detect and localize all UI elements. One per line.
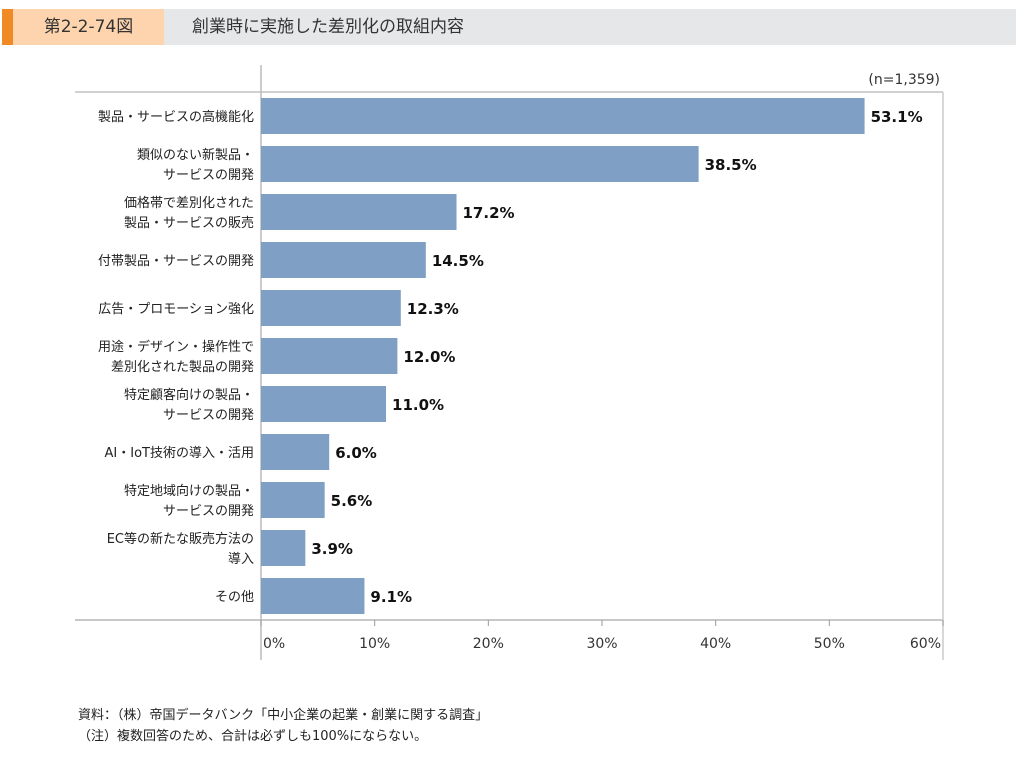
category-label: 用途・デザイン・操作性で: [98, 339, 254, 355]
figure-title: 創業時に実施した差別化の取組内容: [192, 17, 464, 37]
category-label: サービスの開発: [163, 168, 254, 183]
bar-value-label: 6.0%: [335, 444, 377, 462]
x-tick-label: 50%: [814, 636, 845, 652]
bar-value-label: 11.0%: [392, 396, 444, 414]
x-tick-label: 10%: [359, 636, 390, 652]
category-label: 価格帯で差別化された: [124, 195, 254, 211]
bar-value-label: 5.6%: [331, 492, 373, 510]
category-label: サービスの開発: [163, 504, 254, 519]
bar-value-label: 17.2%: [463, 204, 515, 222]
x-tick-label: 40%: [700, 636, 731, 652]
bar: [261, 530, 306, 566]
category-label: 製品・サービスの高機能化: [98, 109, 254, 125]
figure-header: 第2-2-74図 創業時に実施した差別化の取組内容: [2, 9, 1016, 45]
bar-value-label: 12.3%: [407, 300, 459, 318]
x-tick-label: 30%: [586, 636, 617, 652]
bar: [261, 578, 365, 614]
bar: [261, 146, 699, 182]
x-tick-label: 60%: [910, 636, 941, 652]
category-label: AI・IoT技術の導入・活用: [105, 446, 254, 461]
accent-bar: [2, 9, 13, 45]
category-label: 広告・プロモーション強化: [98, 302, 254, 317]
x-tick-label: 20%: [473, 636, 504, 652]
bar: [261, 434, 330, 470]
bar: [261, 386, 387, 422]
x-tick-label: 0%: [263, 636, 285, 652]
category-label: 導入: [228, 552, 254, 567]
bar: [261, 242, 426, 278]
category-label: サービスの開発: [163, 408, 254, 423]
category-label: EC等の新たな販売方法の: [107, 531, 254, 547]
bar-value-label: 12.0%: [403, 348, 455, 366]
category-label: 特定地域向けの製品・: [124, 483, 254, 499]
bar-value-label: 3.9%: [311, 540, 353, 558]
bar: [261, 338, 398, 374]
bar: [261, 98, 865, 134]
category-label: その他: [215, 590, 254, 605]
category-label: 類似のない新製品・: [137, 147, 254, 163]
bar: [261, 194, 457, 230]
category-label: 差別化された製品の開発: [111, 360, 254, 375]
bar-value-label: 14.5%: [432, 252, 484, 270]
bar-value-label: 38.5%: [705, 156, 757, 174]
sample-size-note: (n=1,359): [868, 72, 940, 88]
source-note: 資料：（株）帝国データバンク「中小企業の起業・創業に関する調査」: [78, 708, 489, 723]
category-label: 付帯製品・サービスの開発: [98, 254, 254, 269]
bar: [261, 290, 401, 326]
footnote: （注）複数回答のため、合計は必ずしも100%にならない。: [78, 729, 428, 744]
category-label: 特定顧客向けの製品・: [124, 387, 254, 403]
footer: 資料：（株）帝国データバンク「中小企業の起業・創業に関する調査」 （注）複数回答…: [78, 705, 488, 747]
bar-value-label: 9.1%: [370, 588, 412, 606]
bar-value-label: 53.1%: [871, 108, 923, 126]
category-label: 製品・サービスの販売: [124, 215, 254, 231]
bar: [261, 482, 325, 518]
figure-number: 第2-2-74図: [13, 9, 164, 45]
